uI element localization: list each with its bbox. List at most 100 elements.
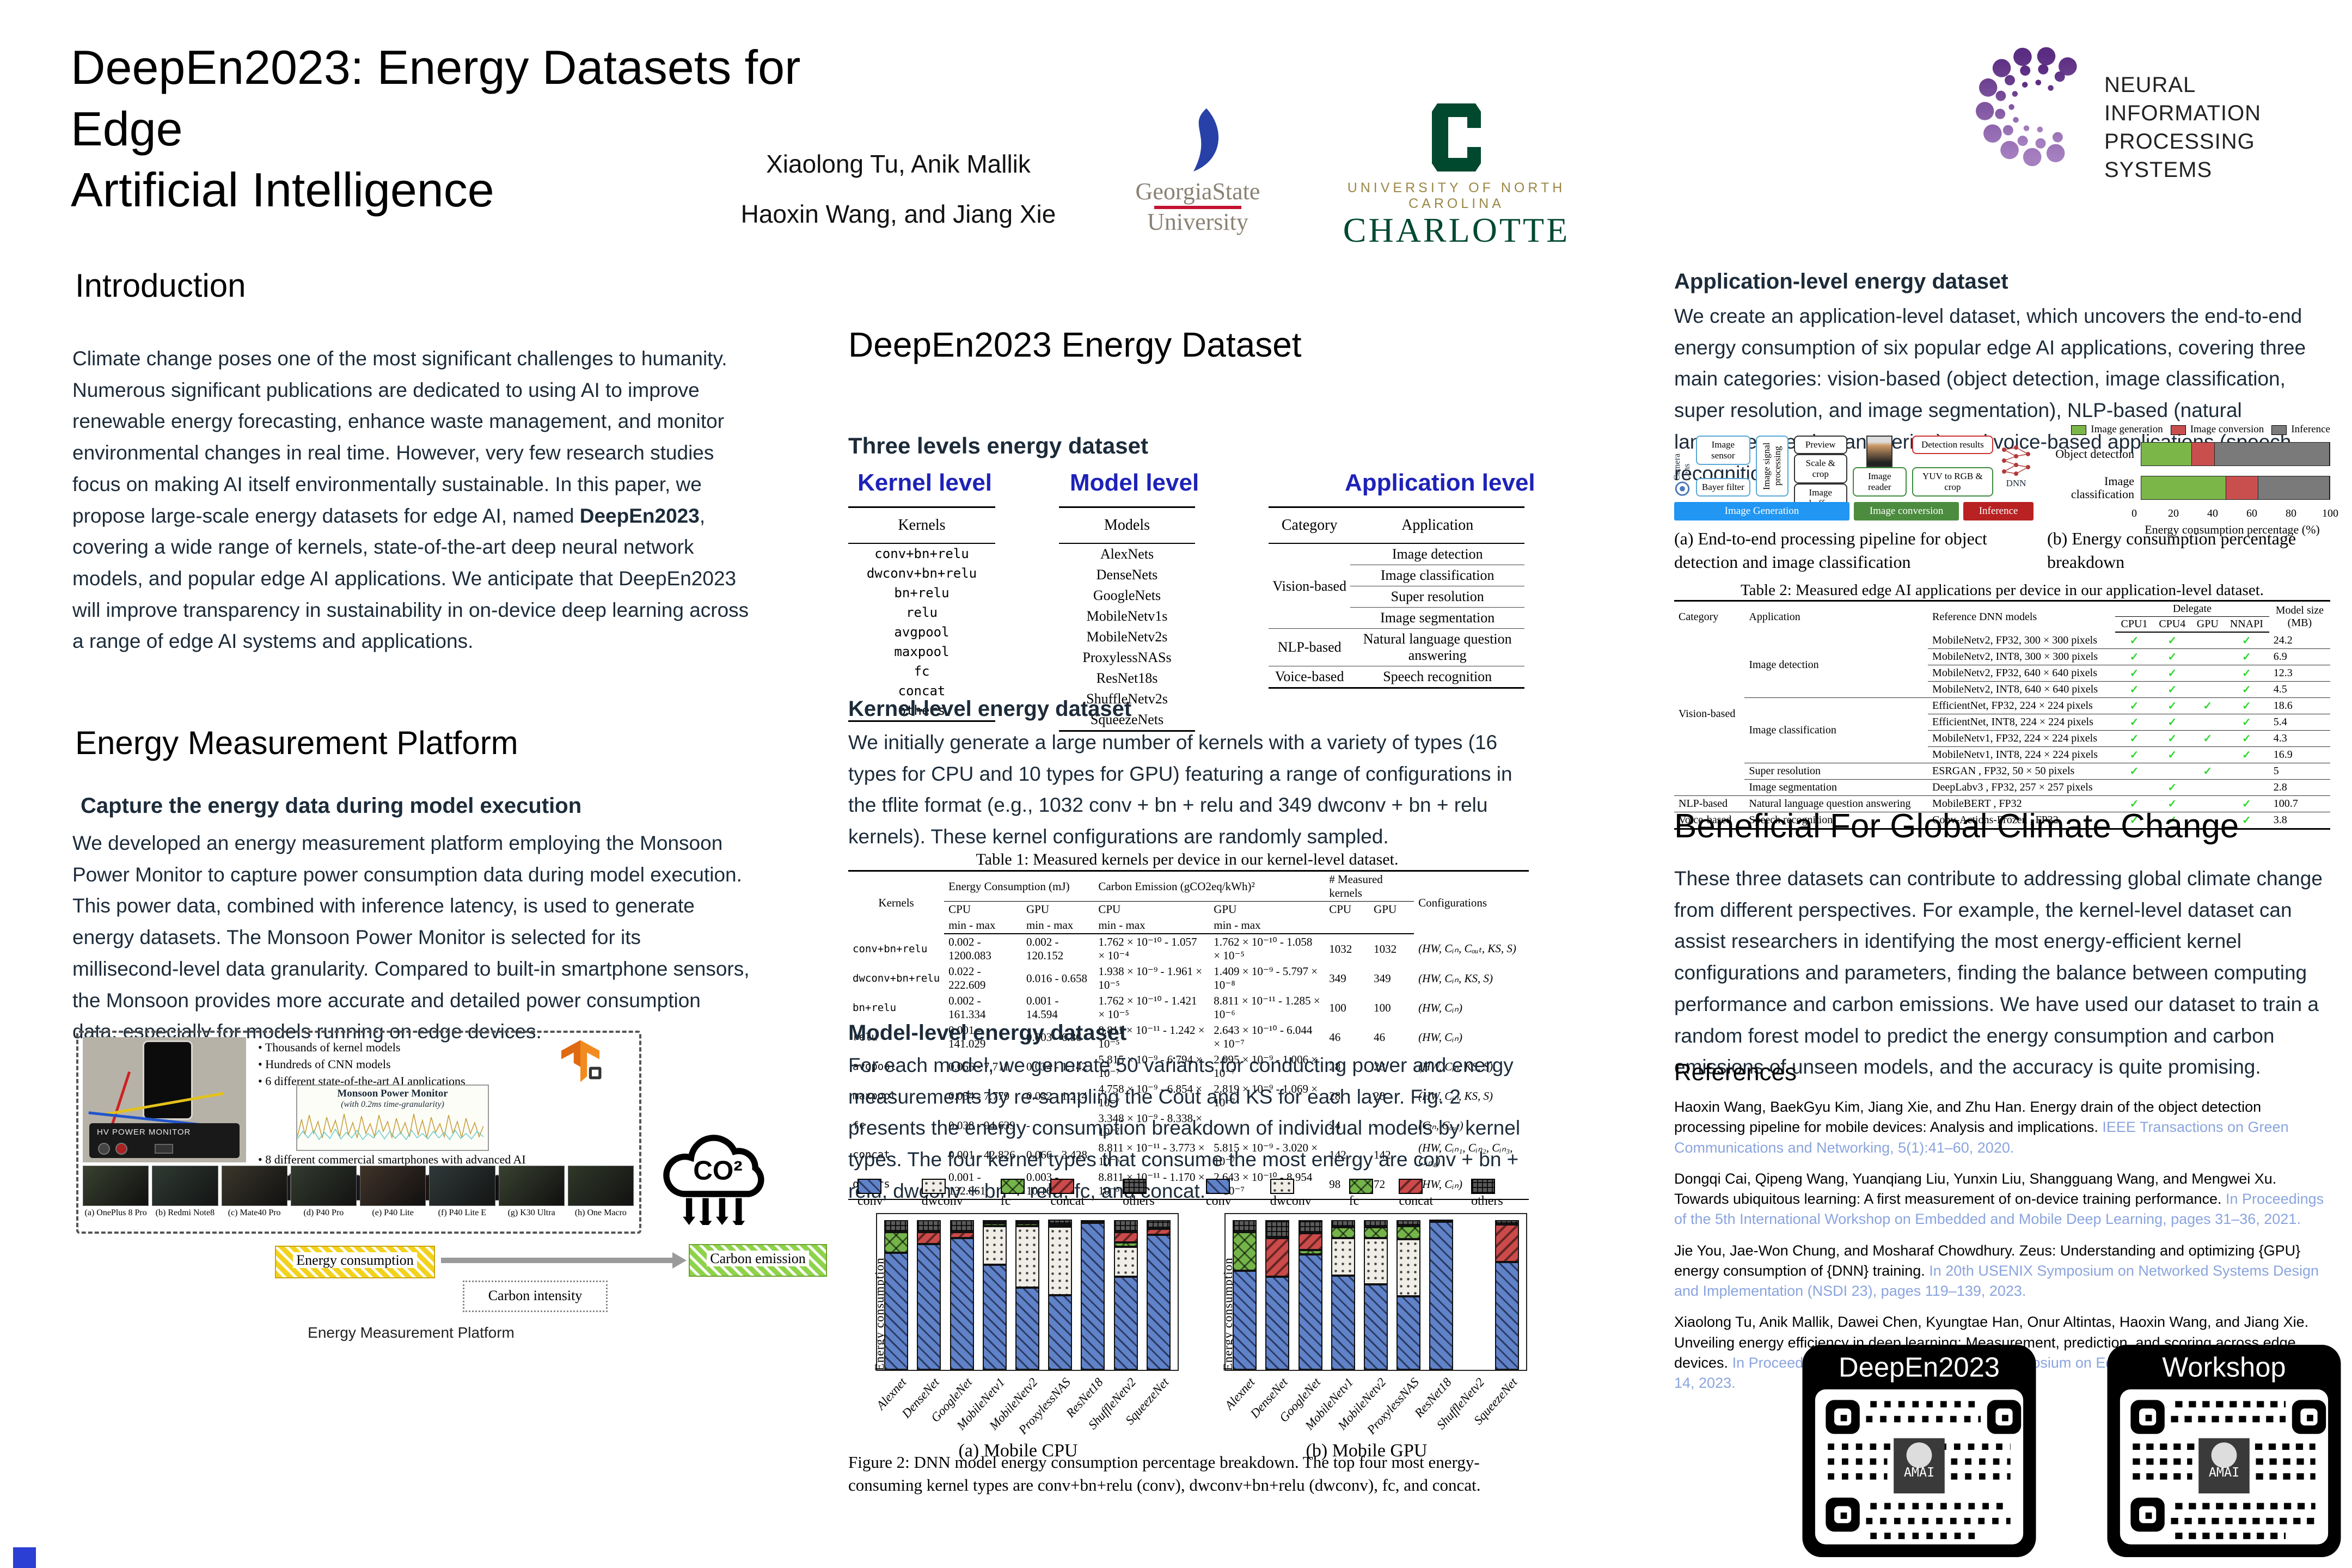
charlotte-line2: CHARLOTTE — [1343, 211, 1570, 249]
monsoon-title: Monsoon Power Monitor — [337, 1088, 448, 1099]
phone-thumb — [152, 1166, 218, 1206]
phone-label: (f) P40 Lite E — [438, 1208, 487, 1217]
preview-box: Preview — [1793, 436, 1847, 454]
flow-carbon-intensity: Carbon intensity — [463, 1281, 608, 1312]
t1-h-cpu: CPU — [1329, 903, 1352, 916]
authors-line1: Xiaolong Tu, Anik Mallik — [766, 150, 1031, 178]
gsu-name-line1: GeorgiaState — [1135, 178, 1260, 205]
legend-others-label: others — [1123, 1194, 1155, 1209]
t2-h-application: Application — [1744, 600, 1928, 632]
bullet-cnn: Hundreds of CNN models — [258, 1056, 509, 1073]
flow-emission-label: Carbon emission — [707, 1251, 809, 1266]
figure2-caption: Figure 2: DNN model energy consumption p… — [848, 1453, 1481, 1494]
lens-icon — [1675, 481, 1690, 496]
legend-dwconv-swatch — [921, 1179, 946, 1195]
kernel-level-paragraph: We initially generate a large number of … — [848, 731, 1512, 848]
qr-label: Workshop — [2162, 1352, 2286, 1383]
t2-h-delegate: Delegate — [2115, 600, 2269, 617]
app-level-paragraph: We create an application-level dataset, … — [1674, 305, 2306, 485]
t2-h-models: Reference DNN models — [1928, 600, 2116, 632]
t2-h-category: Category — [1674, 600, 1745, 632]
flow-carbon-emission: Carbon emission — [689, 1244, 827, 1277]
legend-others-label: others — [1471, 1194, 1503, 1209]
yuv-box: YUV to RGB & crop — [1912, 467, 1994, 497]
intro-text-bold: DeepEn2023 — [579, 504, 700, 527]
svg-text:CO²: CO² — [693, 1155, 743, 1185]
app-chart-rows: Object detection Image classification — [2047, 440, 2330, 502]
ref-text: Jie You, Jae-Won Chung, and Mosharaf Cho… — [1674, 1242, 2301, 1279]
intro-paragraph: Climate change poses one of the most sig… — [72, 343, 750, 657]
qr-deepen2023: DeepEn2023 AMAI — [1802, 1345, 2036, 1560]
power-monitor-box: HV POWER MONITOR — [89, 1123, 240, 1158]
phone-under-test — [143, 1040, 193, 1120]
kernel-level-table: Kernels conv+bn+relu dwconv+bn+relu bn+rel… — [848, 506, 995, 722]
t1-h-carbon: Carbon Emission (gCO2eq/kWh)² — [1094, 870, 1325, 902]
fig2b-plot: Alexnet DenseNet GoogleNet MobileNetv1 Mobil… — [1222, 1213, 1527, 1437]
ref-text: Dongqi Cai, Qipeng Wang, Yuanqiang Liu, … — [1674, 1170, 2277, 1207]
legend-conv-swatch — [857, 1179, 881, 1195]
legend-concat-swatch — [1050, 1179, 1075, 1195]
dnn-icon — [2002, 445, 2031, 476]
charlotte-line1: UNIVERSITY OF NORTH CAROLINA — [1347, 180, 1566, 211]
band-image-generation: Image Generation — [1674, 502, 1849, 520]
legend-conv-swatch — [1206, 1179, 1230, 1195]
phones-strip: (a) OnePlus 8 Pro (b) Redmi Note8 (c) Ma… — [83, 1166, 634, 1218]
tensorflow-logo — [561, 1040, 602, 1082]
t2-h-gpu: GPU — [2191, 616, 2224, 633]
corner-mark — [13, 1547, 36, 1568]
charlotte-logo: UNIVERSITY OF NORTH CAROLINA CHARLOTTE — [1304, 101, 1609, 248]
legend-conv-label: conv — [857, 1194, 883, 1209]
isp-label: Image signal processing — [1761, 442, 1783, 490]
ref-venue: IEEE Transactions on Green Communication… — [1674, 1119, 2289, 1156]
t2-h-cpu1: CPU1 — [2115, 616, 2153, 633]
application-level-table: Category Application Vision-based Image d… — [1269, 506, 1524, 689]
platform-bullets: Thousands of kernel models Hundreds of C… — [258, 1039, 509, 1089]
kernel-table-header: Kernels — [848, 506, 995, 544]
mid-heading: DeepEn2023 Energy Dataset — [848, 325, 1302, 364]
monsoon-subtitle: (with 0.2ms time-granularity) — [341, 1100, 444, 1109]
phone-thumb — [429, 1166, 495, 1206]
intro-heading: Introduction — [75, 267, 246, 304]
band-inference: Inference — [1963, 502, 2033, 520]
platform-figure: HV POWER MONITOR Thousands of kernel mod… — [76, 1031, 641, 1234]
phone-thumb — [290, 1166, 357, 1206]
poster-title: DeepEn2023: Energy Datasets for Edge Art… — [71, 37, 860, 221]
camera-lens-label: Camera Lens — [1673, 454, 1692, 481]
sample-image-thumb — [1866, 436, 1893, 467]
phone-labels: (a) OnePlus 8 Pro (b) Redmi Note8 (c) Ma… — [83, 1208, 634, 1218]
monsoon-waveform — [297, 1113, 484, 1141]
reference-item: Dongqi Cai, Qipeng Wang, Yuanqiang Liu, … — [1674, 1169, 2330, 1230]
t1-h-minmax: min - max — [1094, 917, 1210, 934]
dnn-block: DNN — [1999, 436, 2033, 497]
app-chart-legend: Image generation Image conversion Infere… — [2047, 424, 2330, 436]
monitor-port-2 — [115, 1143, 127, 1155]
phone-thumb — [221, 1166, 287, 1206]
legend-concat-label: concat — [1399, 1194, 1434, 1209]
authors-block: Xiaolong Tu, Anik Mallik Haoxin Wang, an… — [681, 139, 1116, 239]
gsu-logo: GeorgiaState University — [1116, 106, 1279, 234]
legend-dwconv-label: dwconv — [1270, 1194, 1312, 1209]
t2-h-nnapi: NNAPI — [2224, 616, 2269, 633]
phone-label: (b) Redmi Note8 — [155, 1208, 215, 1217]
gsu-flame-icon — [1183, 108, 1219, 171]
kernel-level-label: Kernel level — [857, 469, 993, 496]
table2-caption: Table 2: Measured edge AI applications p… — [1740, 581, 2264, 599]
table1: Kernels Energy Consumption (mJ) Carbon E… — [848, 870, 1529, 1200]
phone-label: (h) One Macro — [574, 1208, 627, 1217]
references-heading: References — [1674, 1059, 1797, 1086]
app-energy-chart: Image generation Image conversion Infere… — [2047, 424, 2338, 537]
t1-h-minmax: min - max — [1021, 917, 1094, 934]
phone-label: (g) K30 Ultra — [507, 1208, 555, 1217]
co2-cloud-icon: CO² — [648, 1122, 784, 1229]
image-sensor-box: Image sensor — [1696, 436, 1750, 465]
charlotte-crest-icon — [1432, 103, 1481, 171]
fig2b-caption: (b) Mobile GPU — [1306, 1441, 1428, 1461]
legend-fc-label: fc — [1000, 1194, 1011, 1209]
emp-heading: Energy Measurement Platform — [75, 725, 518, 761]
scale-crop-box: Scale & crop — [1793, 454, 1847, 483]
emp-subhead: Capture the energy data during model exe… — [81, 794, 582, 818]
fig2a-caption: (a) Mobile CPU — [958, 1441, 1078, 1461]
camera-lens-block: Camera Lens — [1673, 436, 1692, 497]
model-level-subhead: Model-level energy dataset — [848, 1021, 1127, 1045]
t1-h-gpu: GPU — [1026, 903, 1049, 916]
